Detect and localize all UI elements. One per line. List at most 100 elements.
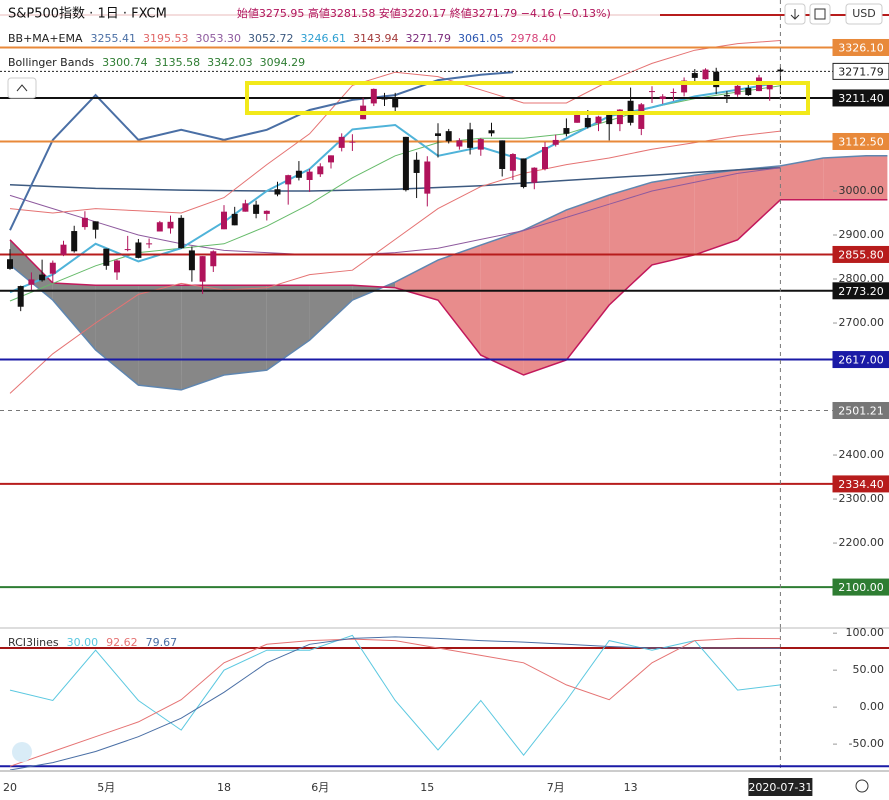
- price-line-label: 2334.40: [838, 478, 884, 491]
- indicator-value: 3342.03: [207, 56, 253, 69]
- price-line-label: 2501.21: [838, 405, 884, 418]
- rci-line: [9, 636, 781, 770]
- cloud-segment: [480, 230, 524, 375]
- cloud-segment: [866, 155, 888, 200]
- indicator-value: 2978.40: [511, 32, 557, 45]
- y-tick-label: 2300.00: [839, 492, 885, 505]
- candle-body: [295, 170, 302, 178]
- candle-body: [146, 243, 153, 245]
- collapse-button[interactable]: [7, 77, 37, 99]
- rci-title: RCI3lines: [8, 636, 59, 649]
- indicator-name: BB+MA+EMA: [8, 32, 83, 45]
- candle-body: [488, 130, 495, 134]
- rci-legend-value: 79.67: [146, 636, 178, 649]
- candle-body: [424, 161, 431, 194]
- indicator-value: 3052.72: [248, 32, 294, 45]
- cloud-segment: [523, 209, 567, 375]
- cloud-span-b: [9, 199, 888, 376]
- rci-tick-label: 50.00: [853, 663, 885, 676]
- candle-body: [253, 204, 260, 214]
- indicator-line: [9, 130, 781, 394]
- indicator-value: 3094.29: [260, 56, 306, 69]
- candle-body: [370, 88, 377, 104]
- indicator-name: Bollinger Bands: [8, 56, 94, 69]
- candle-body: [231, 213, 238, 226]
- candle-body: [531, 167, 538, 183]
- candle-body: [199, 256, 206, 282]
- indicator-line: [9, 167, 781, 256]
- candle-body: [285, 175, 292, 185]
- settings-icon[interactable]: [855, 779, 869, 793]
- indicator-value: 3255.41: [91, 32, 137, 45]
- candle-body: [509, 154, 516, 171]
- indicator-line: [9, 166, 781, 192]
- candle-body: [71, 231, 78, 252]
- candle-body: [638, 104, 645, 129]
- candle-body: [210, 251, 217, 267]
- indicator-value: 3135.58: [155, 56, 201, 69]
- indicator-value: 3143.94: [353, 32, 399, 45]
- candle-body: [17, 286, 24, 307]
- header: S&P500指数 · 1日 · FXCM 始値3275.95 高値3281.58 …: [0, 3, 660, 69]
- candle-body: [649, 91, 655, 93]
- cloud-span-a: [9, 155, 888, 391]
- candle-body: [103, 248, 110, 266]
- cloud-segment: [823, 155, 866, 200]
- candle-body: [381, 97, 388, 100]
- candle-body: [7, 259, 13, 269]
- y-tick-label: 2400.00: [839, 448, 885, 461]
- price-line-label: 2100.00: [838, 581, 884, 594]
- candle-body: [263, 210, 270, 214]
- candle-body: [135, 242, 142, 258]
- candle-body: [467, 129, 474, 148]
- price-line-label: 3211.40: [838, 92, 884, 105]
- maximize-button[interactable]: [809, 3, 831, 25]
- candle-body: [178, 217, 185, 249]
- candle-body: [616, 109, 623, 125]
- cloud-segment: [181, 285, 224, 390]
- indicator-value: 3300.74: [102, 56, 148, 69]
- price-line-label-box: [832, 62, 889, 80]
- candle-body: [28, 279, 35, 285]
- candle-body: [745, 88, 752, 96]
- candle-body: [413, 159, 420, 173]
- rci-legend-value: 92.62: [106, 636, 138, 649]
- price-line-label: 2773.20: [838, 285, 884, 298]
- indicator-value: 3195.53: [143, 32, 189, 45]
- ohlc-label: 始値3275.95 高値3281.58 安値3220.17 終値3271.79 …: [237, 6, 611, 20]
- y-tick-label: 2700.00: [839, 316, 885, 329]
- rci-pane: [0, 628, 889, 770]
- header-bg: [0, 3, 660, 25]
- candle-body: [713, 71, 720, 88]
- indicator-line: [9, 40, 781, 214]
- candle-body: [124, 249, 131, 251]
- candle-body: [766, 82, 773, 90]
- cloud-segment: [566, 194, 610, 360]
- highlight-box: [245, 81, 810, 115]
- currency-button[interactable]: [845, 3, 883, 25]
- candle-body: [328, 155, 334, 163]
- candle-body: [81, 217, 88, 228]
- candle-body: [306, 171, 313, 180]
- maximize-icon: [814, 8, 826, 20]
- time-axis-bg: [0, 771, 889, 800]
- candle-body: [659, 96, 666, 100]
- x-tick-label: 7月: [547, 781, 565, 794]
- candle-body: [595, 116, 602, 124]
- labels: 3326.10 3271.79 3211.40 3112.50 2855.80 2773.…: [3, 38, 889, 796]
- price-line-label: 3112.50: [838, 135, 884, 148]
- price-line-label: 3326.10: [838, 41, 884, 54]
- candle-body: [691, 73, 698, 78]
- price-line-label-box: [832, 475, 889, 493]
- x-tick-label: 5月: [97, 781, 115, 794]
- main-pane: [0, 0, 889, 628]
- candle-body: [60, 244, 67, 255]
- rci-legend-value: 30.00: [67, 636, 99, 649]
- cloud-segment: [266, 285, 310, 371]
- candle-body: [92, 221, 99, 230]
- candle-body: [242, 203, 249, 212]
- price-line-label-box: [832, 132, 889, 150]
- price-line-label-box: [832, 89, 889, 107]
- candle-body: [520, 158, 527, 188]
- price-line-label: 2855.80: [838, 248, 884, 261]
